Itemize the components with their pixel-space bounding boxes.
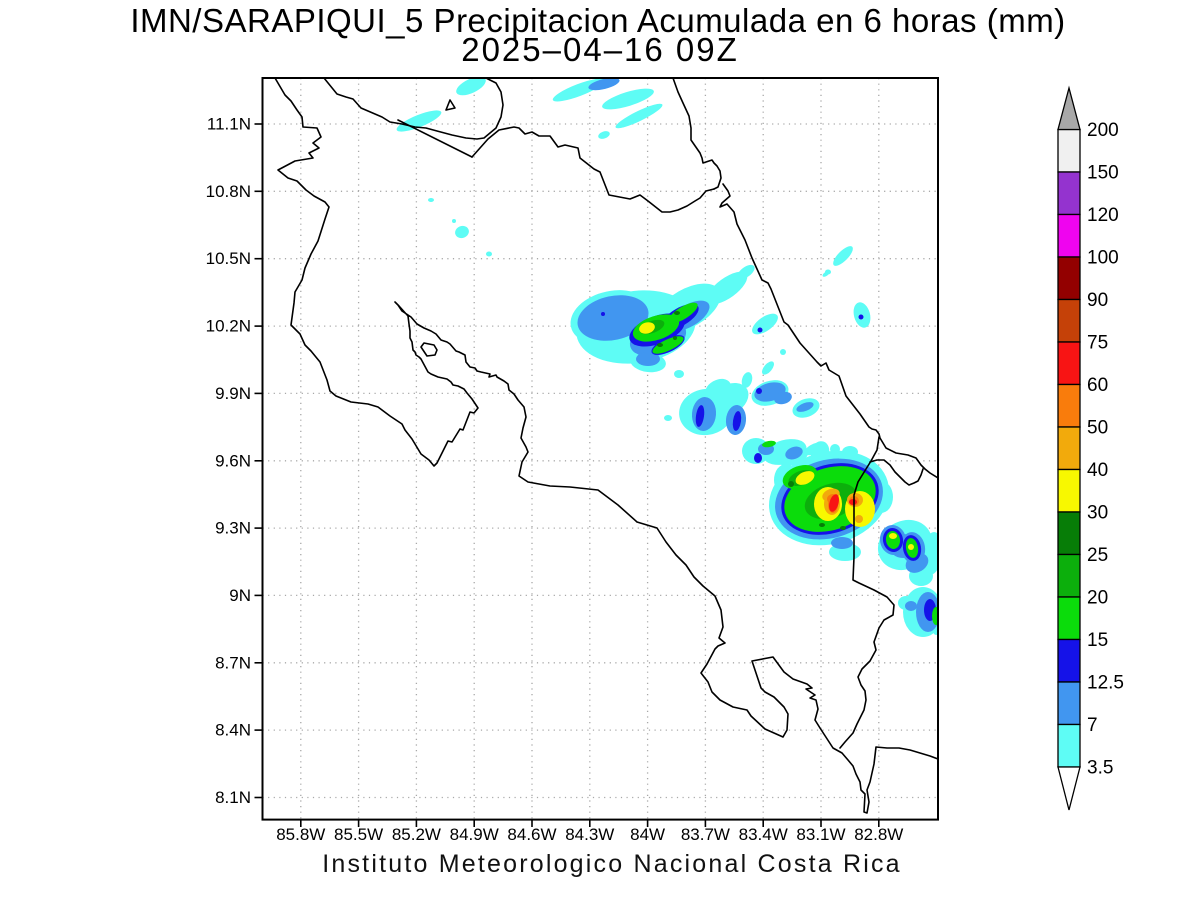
svg-text:10.5N: 10.5N [206, 249, 251, 268]
svg-text:10.8N: 10.8N [206, 182, 251, 201]
svg-text:9.3N: 9.3N [215, 519, 251, 538]
svg-text:84.6W: 84.6W [507, 825, 556, 844]
svg-text:75: 75 [1087, 333, 1108, 354]
svg-text:84.3W: 84.3W [565, 825, 614, 844]
svg-text:20: 20 [1087, 588, 1108, 609]
svg-text:15: 15 [1087, 630, 1108, 651]
svg-text:120: 120 [1087, 205, 1119, 226]
svg-text:9N: 9N [229, 586, 251, 605]
svg-text:83.1W: 83.1W [796, 825, 845, 844]
svg-text:10.2N: 10.2N [206, 317, 251, 336]
svg-text:8.1N: 8.1N [215, 788, 251, 807]
svg-text:84W: 84W [630, 825, 665, 844]
svg-text:30: 30 [1087, 503, 1108, 524]
svg-text:84.9W: 84.9W [450, 825, 499, 844]
svg-text:100: 100 [1087, 248, 1119, 269]
svg-text:150: 150 [1087, 163, 1119, 184]
svg-text:Instituto Meteorologico Nacion: Instituto Meteorologico Nacional Costa R… [322, 850, 902, 878]
svg-text:2025–04–16 09Z: 2025–04–16 09Z [461, 31, 739, 68]
svg-text:8.7N: 8.7N [215, 653, 251, 672]
svg-text:9.9N: 9.9N [215, 384, 251, 403]
svg-text:60: 60 [1087, 375, 1108, 396]
svg-text:83.7W: 83.7W [681, 825, 730, 844]
svg-text:85.8W: 85.8W [276, 825, 325, 844]
svg-text:40: 40 [1087, 460, 1108, 481]
svg-text:9.6N: 9.6N [215, 451, 251, 470]
svg-text:11.1N: 11.1N [207, 115, 251, 134]
svg-text:3.5: 3.5 [1087, 758, 1113, 779]
svg-text:90: 90 [1087, 290, 1108, 311]
svg-text:200: 200 [1087, 120, 1119, 141]
svg-text:85.2W: 85.2W [392, 825, 441, 844]
svg-text:50: 50 [1087, 418, 1108, 439]
svg-text:12.5: 12.5 [1087, 673, 1124, 694]
svg-text:82.8W: 82.8W [854, 825, 903, 844]
svg-text:83.4W: 83.4W [739, 825, 788, 844]
svg-text:8.4N: 8.4N [215, 721, 251, 740]
svg-text:IMN/SARAPIQUI_5 Precipitacion: IMN/SARAPIQUI_5 Precipitacion Acumulada … [130, 2, 1065, 39]
svg-text:85.5W: 85.5W [334, 825, 383, 844]
svg-text:25: 25 [1087, 545, 1108, 566]
svg-text:7: 7 [1087, 715, 1098, 736]
